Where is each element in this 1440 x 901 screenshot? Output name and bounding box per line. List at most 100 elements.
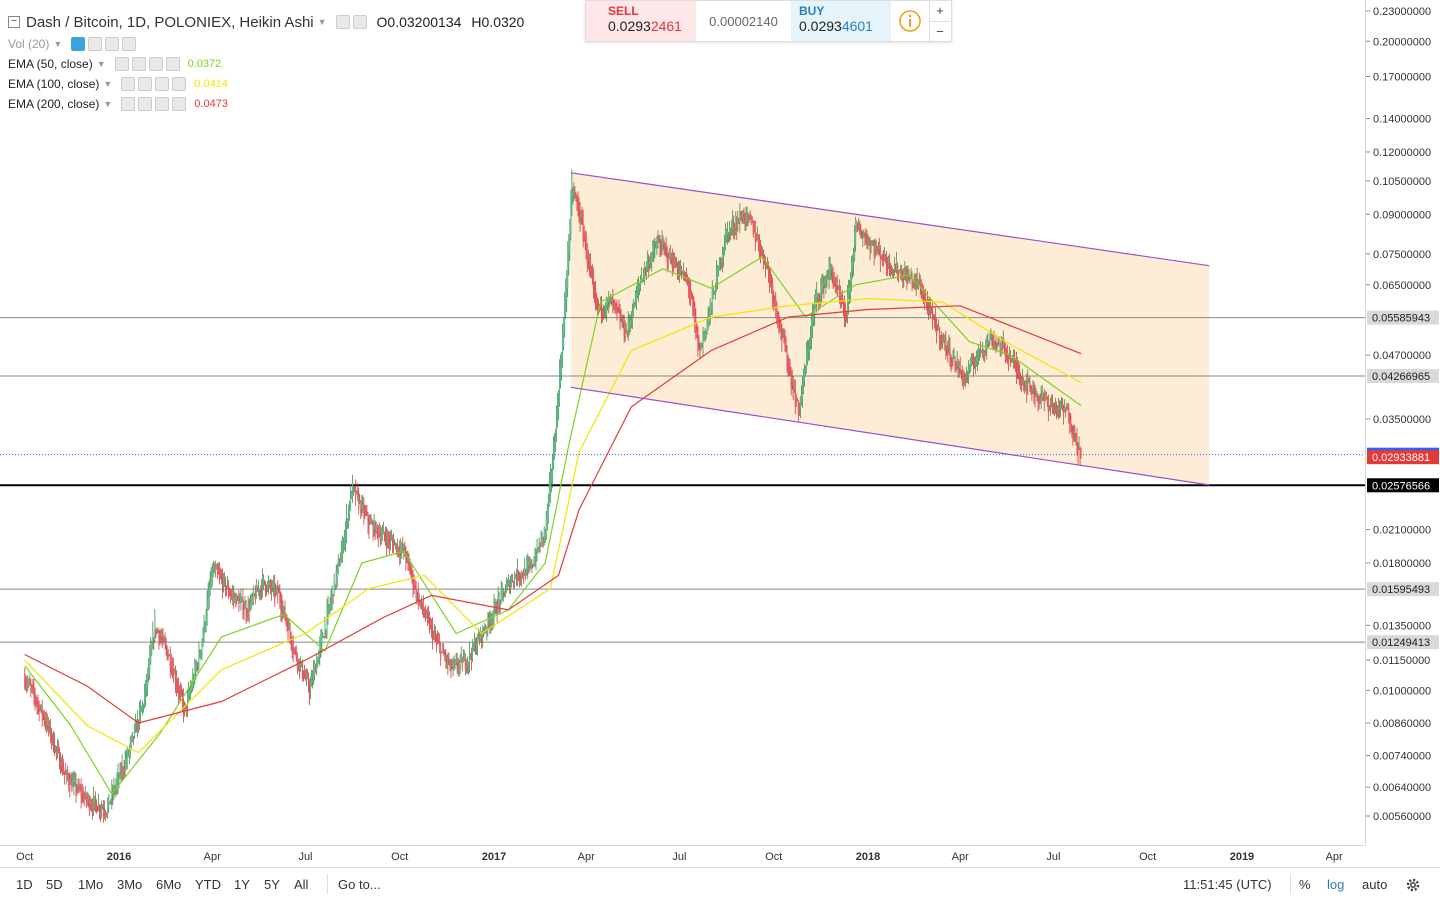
range-button-1y[interactable]: 1Y (234, 877, 250, 892)
percent-scale-button[interactable]: % (1290, 874, 1311, 894)
price-chart[interactable] (0, 0, 1365, 845)
close-icon[interactable] (122, 37, 137, 51)
indicator-label[interactable]: EMA (50, close) (8, 57, 93, 71)
info-button[interactable] (891, 1, 929, 41)
eye-icon[interactable] (71, 37, 86, 51)
candle-body (213, 570, 215, 572)
quantity-plus-button[interactable]: + (930, 1, 950, 22)
eye-icon[interactable] (335, 15, 350, 29)
settings-icon[interactable] (131, 57, 146, 71)
candle-body (25, 682, 27, 685)
candle-body (103, 808, 105, 812)
settings-icon[interactable] (88, 37, 103, 51)
candle (134, 713, 136, 733)
buy-button[interactable]: BUY 0.02934601 (791, 1, 891, 41)
candle (681, 265, 682, 280)
range-button-5d[interactable]: 5D (46, 877, 63, 892)
candle (638, 282, 640, 295)
candle-body (411, 571, 413, 574)
candle-body (221, 577, 223, 592)
close-icon[interactable] (172, 97, 187, 111)
chevron-down-icon[interactable]: ▼ (103, 79, 113, 89)
settings-icon[interactable] (138, 97, 153, 111)
candle-body (81, 793, 83, 795)
goto-button[interactable]: Go to... (327, 874, 381, 894)
candle-body (836, 283, 838, 290)
candle-body (1011, 356, 1013, 362)
candle-body (1058, 400, 1060, 410)
indicator-label[interactable]: EMA (200, close) (8, 97, 100, 111)
chevron-down-icon[interactable]: ▼ (317, 17, 327, 27)
candle-body (895, 268, 897, 273)
collapse-legend-button[interactable]: − (8, 16, 20, 28)
range-button-5y[interactable]: 5Y (264, 877, 280, 892)
spread-value: 0.00002140 (709, 13, 778, 29)
quantity-minus-button[interactable]: − (936, 23, 944, 39)
plus-icon[interactable] (155, 97, 170, 111)
clock-display[interactable]: 11:51:45 (UTC) (1183, 877, 1272, 892)
candle-body (914, 276, 916, 280)
range-button-all[interactable]: All (294, 877, 309, 892)
settings-icon[interactable] (138, 77, 153, 91)
candle-body (62, 763, 64, 774)
auto-scale-button[interactable]: auto (1362, 877, 1388, 892)
symbol-title[interactable]: Dash / Bitcoin, 1D, POLONIEX, Heikin Ash… (26, 13, 314, 31)
candle (785, 336, 787, 353)
candle (802, 368, 804, 395)
candle-body (612, 299, 614, 303)
candle-body (731, 225, 733, 231)
close-icon[interactable] (165, 57, 180, 71)
candle (880, 254, 882, 260)
candle-body (172, 668, 174, 681)
range-button-6mo[interactable]: 6Mo (156, 877, 182, 892)
candle-body (944, 337, 946, 341)
candle (852, 254, 854, 279)
candle-body (832, 272, 834, 287)
plus-icon[interactable] (105, 37, 120, 51)
chevron-down-icon[interactable]: ▼ (53, 39, 63, 49)
volume-label[interactable]: Vol (20) (8, 37, 50, 51)
candle-body (615, 303, 617, 306)
eye-icon[interactable] (121, 77, 136, 91)
time-tick-label: Oct (391, 851, 408, 863)
candle-body (426, 613, 428, 616)
candle-body (565, 288, 567, 315)
candle (214, 560, 216, 578)
candle-body (370, 522, 372, 524)
plus-icon[interactable] (148, 57, 163, 71)
time-axis[interactable]: Oct 2016 Apr Jul Oct 2017 Apr Jul Oct 2018 Apr Jul O… (0, 845, 1365, 868)
sell-button[interactable]: SELL 0.02932461 (586, 1, 696, 41)
candle (625, 323, 627, 334)
candle-body (644, 264, 646, 277)
candle-body (977, 351, 979, 361)
candle (38, 700, 40, 722)
log-scale-button[interactable]: log (1327, 877, 1345, 892)
chart-area[interactable] (0, 0, 1365, 845)
candle (384, 526, 386, 546)
indicator-label[interactable]: EMA (100, close) (8, 77, 100, 91)
range-button-3mo[interactable]: 3Mo (117, 877, 143, 892)
close-icon[interactable] (172, 77, 187, 91)
price-axis[interactable]: 0.23000000 0.20000000 0.17000000 0.14000000… (1365, 0, 1440, 845)
candle (367, 511, 369, 534)
eye-icon[interactable] (121, 97, 136, 111)
settings-icon[interactable] (352, 15, 367, 29)
eye-icon[interactable] (114, 57, 129, 71)
candle-body (573, 191, 575, 194)
range-button-ytd[interactable]: YTD (195, 877, 221, 892)
plus-icon[interactable] (155, 77, 170, 91)
candle-body (834, 281, 836, 288)
chevron-down-icon[interactable]: ▼ (103, 99, 113, 109)
range-button-1d[interactable]: 1D (16, 877, 33, 892)
chevron-down-icon[interactable]: ▼ (96, 59, 106, 69)
candle-body (312, 680, 314, 682)
candle (655, 241, 657, 249)
candle (530, 558, 532, 569)
candle-body (655, 247, 657, 249)
candle-body (200, 650, 202, 656)
candle (750, 214, 752, 226)
range-button-1mo[interactable]: 1Mo (78, 877, 104, 892)
candle-body (452, 661, 454, 668)
settings-button[interactable] (1405, 868, 1421, 901)
candle-body (181, 691, 182, 694)
